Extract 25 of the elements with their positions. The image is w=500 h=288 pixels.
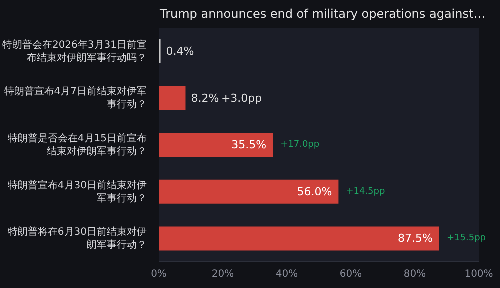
x-tick-label: 80% <box>404 269 426 280</box>
chart-title: Trump announces end of military operations against… <box>160 7 486 21</box>
data-label: 56.0% <box>297 185 332 198</box>
annotation: +14.5pp <box>346 186 386 197</box>
annotation: +17.0pp <box>280 140 320 150</box>
bar <box>159 86 186 110</box>
y-tick-label: 特朗普会在2026年3月31日前宣布结束对伊朗军事行动吗？ <box>2 38 147 64</box>
y-tick-label: 特朗普将在6月30日前结束对伊朗军事行动？ <box>8 226 147 251</box>
bar <box>159 226 440 251</box>
annotation: +3.0pp <box>221 92 262 105</box>
bar <box>159 180 339 204</box>
x-tick-label: 20% <box>212 269 234 280</box>
data-label: 35.5% <box>232 138 267 152</box>
x-tick-label: 100% <box>464 269 494 280</box>
bar <box>159 133 274 158</box>
data-label: 87.5% <box>398 232 433 246</box>
x-tick-label: 40% <box>276 269 298 280</box>
annotation: +15.5pp <box>447 234 486 244</box>
y-tick-label: 特朗普宣布4月7日前结束对伊军事行动？ <box>4 85 147 110</box>
y-tick-label: 特朗普是否会在4月15日前宣布结束对伊朗军事行动？ <box>8 132 147 157</box>
data-label: 0.4% <box>166 45 194 58</box>
data-label: 8.2% <box>191 92 220 105</box>
x-tick-label: 60% <box>340 269 362 280</box>
x-tick-label: 0% <box>151 269 167 280</box>
y-tick-label: 特朗普宣布4月30日前结束对伊军事行动？ <box>8 178 147 204</box>
